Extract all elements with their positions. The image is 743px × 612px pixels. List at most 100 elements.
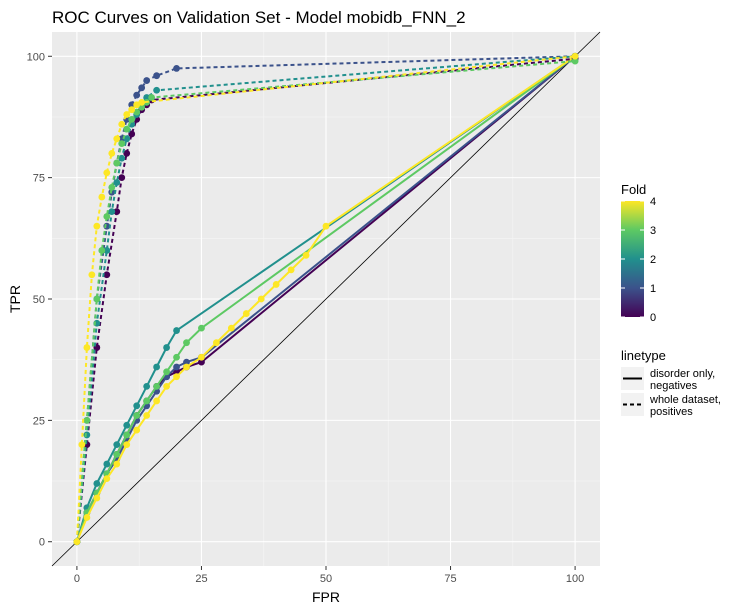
point-fold-4-solid xyxy=(322,222,330,230)
point-fold-3-dashed xyxy=(93,295,101,303)
linetype-label: positives xyxy=(650,406,693,418)
x-tick-label: 0 xyxy=(74,573,80,585)
point-fold-3-dashed xyxy=(98,247,106,254)
legend: Fold 0 1 2 3 4 linetype disorder only,negati… xyxy=(621,182,721,418)
point-fold-4-solid xyxy=(173,373,180,381)
colorbar-ticks: 0 1 2 3 4 xyxy=(621,196,656,324)
point-fold-2-dashed xyxy=(83,431,91,439)
x-axis-title: FPR xyxy=(312,589,340,605)
chart-title: ROC Curves on Validation Set - Model mob… xyxy=(52,8,466,27)
point-fold-4-dashed xyxy=(83,344,91,351)
point-fold-2-dashed xyxy=(113,179,121,186)
y-tick-label: 25 xyxy=(33,415,45,427)
point-fold-3-dashed xyxy=(128,115,136,123)
point-fold-2-solid xyxy=(113,441,121,449)
point-fold-3-solid xyxy=(113,450,121,458)
point-fold-1-dashed xyxy=(153,72,161,80)
point-fold-4-dashed xyxy=(98,193,106,201)
diagonal-line xyxy=(51,31,601,567)
point-fold-3-dashed xyxy=(83,416,91,424)
point-fold-3-solid xyxy=(173,353,180,361)
colorbar-tick-label: 0 xyxy=(650,312,656,324)
x-tick-label: 50 xyxy=(320,573,332,585)
point-fold-4-solid xyxy=(123,441,131,449)
point-fold-3-solid xyxy=(198,324,205,332)
point-fold-4-solid xyxy=(93,494,101,502)
x-tick-label: 25 xyxy=(195,573,207,585)
colorbar-tick-label: 2 xyxy=(650,254,656,266)
point-fold-2-dashed xyxy=(153,86,161,94)
point-fold-3-solid xyxy=(153,382,161,390)
point-fold-4-dashed xyxy=(128,106,136,114)
point-fold-4-solid xyxy=(302,251,310,259)
point-fold-2-dashed xyxy=(143,94,151,101)
point-fold-2-solid xyxy=(163,344,170,351)
point-fold-2-dashed xyxy=(123,135,131,143)
linetype-label: disorder only, xyxy=(650,368,715,380)
linetype-label: negatives xyxy=(650,380,698,392)
point-fold-4-dashed xyxy=(88,271,96,279)
point-fold-3-dashed xyxy=(118,140,126,148)
y-tick-label: 75 xyxy=(33,173,45,185)
point-fold-3-dashed xyxy=(571,57,579,65)
point-fold-3-dashed xyxy=(148,94,156,101)
point-fold-4-dashed xyxy=(93,222,101,230)
point-fold-3-solid xyxy=(183,339,190,347)
point-fold-4-solid xyxy=(113,460,121,468)
point-fold-4-solid xyxy=(133,426,141,434)
point-fold-4-solid xyxy=(257,295,265,303)
point-fold-1-solid xyxy=(173,363,180,371)
legend-color-title: Fold xyxy=(621,182,646,197)
x-tick-label: 75 xyxy=(444,573,456,585)
point-fold-3-dashed xyxy=(108,183,116,191)
point-fold-0-dashed xyxy=(118,174,126,182)
point-fold-2-solid xyxy=(93,480,101,487)
point-fold-1-dashed xyxy=(128,101,136,109)
point-fold-2-solid xyxy=(103,460,111,468)
point-fold-3-dashed xyxy=(123,125,131,133)
point-fold-3-solid xyxy=(143,397,151,405)
colorbar xyxy=(621,201,644,317)
point-fold-2-dashed xyxy=(108,208,116,216)
point-fold-3-solid xyxy=(163,368,170,376)
point-fold-0-dashed xyxy=(113,208,121,216)
point-fold-3-solid xyxy=(133,412,141,419)
point-fold-4-solid xyxy=(198,353,205,361)
point-fold-4-dashed xyxy=(118,120,126,128)
point-fold-4-solid xyxy=(213,339,220,347)
point-fold-2-dashed xyxy=(103,247,111,254)
y-tick-label: 0 xyxy=(39,537,45,549)
point-fold-4-dashed xyxy=(123,111,131,118)
point-fold-4-dashed xyxy=(78,441,86,449)
point-fold-3-dashed xyxy=(113,159,121,167)
point-fold-4-solid xyxy=(103,475,111,483)
legend-linetype-title: linetype xyxy=(621,348,666,363)
point-fold-2-dashed xyxy=(118,154,126,162)
point-fold-4-solid xyxy=(153,397,161,405)
x-tick-label: 100 xyxy=(566,573,584,585)
point-fold-4-solid xyxy=(227,324,235,332)
point-fold-3-dashed xyxy=(103,213,111,220)
point-fold-0-dashed xyxy=(123,149,131,157)
point-fold-4-dashed xyxy=(571,52,579,60)
point-fold-4-dashed xyxy=(103,169,111,177)
point-fold-4-solid xyxy=(143,412,151,419)
colorbar-tick-label: 3 xyxy=(650,225,656,237)
point-fold-4-solid xyxy=(287,266,295,274)
point-fold-2-solid xyxy=(153,363,161,371)
point-fold-2-solid xyxy=(133,402,141,410)
point-fold-1-dashed xyxy=(138,84,146,92)
point-fold-1-dashed xyxy=(133,91,141,99)
point-fold-2-solid xyxy=(173,327,180,334)
point-fold-1-dashed xyxy=(173,65,180,72)
y-axis-ticks: 0 25 50 75 100 xyxy=(27,51,52,549)
point-fold-1-dashed xyxy=(143,77,151,84)
linetype-label: whole dataset, xyxy=(649,394,721,406)
point-fold-4-solid xyxy=(242,310,250,317)
point-fold-4-dashed xyxy=(108,149,116,157)
point-fold-1-solid xyxy=(183,358,190,366)
point-fold-2-solid xyxy=(123,421,131,429)
linetype-keys: disorder only,negatives whole dataset,pos… xyxy=(621,367,721,418)
point-fold-0-dashed xyxy=(103,271,111,279)
